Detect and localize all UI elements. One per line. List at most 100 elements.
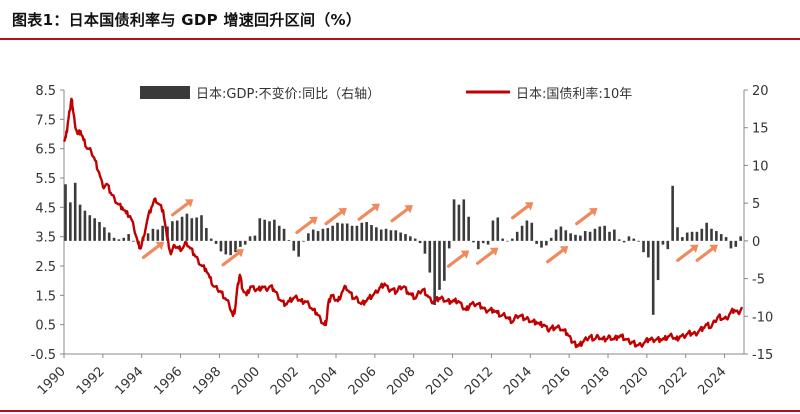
gdp-bar [122,237,126,241]
gdp-bar [729,240,733,249]
legend: 日本:GDP:不变价:同比（右轴） 日本:国债利率:10年 [140,86,632,102]
left-tick-label: 8.5 [35,84,56,99]
gdp-bar [103,227,106,241]
gdp-bar [389,230,393,241]
right-tick-label: -10 [752,310,773,325]
gdp-bar [676,227,679,241]
gdp-bar [248,236,252,241]
gdp-bar [146,233,150,241]
gdp-bar [132,240,135,242]
rising-arrow [141,241,165,260]
gdp-bar [200,215,203,241]
rising-arrow [676,244,699,262]
gdp-bar [511,238,514,241]
gdp-bar [734,240,738,247]
gdp-bar [447,240,451,249]
title-bar: 图表1：日本国债利率与 GDP 增速回升区间（%） [0,0,800,40]
gdp-bar [574,234,577,241]
gdp-bar [535,240,538,244]
gdp-bar [452,199,456,241]
left-tick-label: 0.5 [35,319,56,334]
x-tick-label: 2020 [618,364,652,398]
gdp-bar [515,231,519,241]
x-tick-label: 1990 [35,364,69,398]
gdp-bar [185,213,189,241]
gdp-bar [579,235,582,241]
x-tick-label: 2016 [540,364,574,398]
gdp-bar [404,234,407,241]
rising-arrow [390,205,413,223]
gdp-bar [496,217,500,241]
gdp-bar [554,229,558,241]
yield-line-series [62,97,744,349]
gdp-bar [384,228,388,241]
gdp-bar [239,240,242,247]
x-tick-label: 2002 [268,364,302,398]
gdp-bar [224,240,228,255]
gdp-bar [273,219,276,241]
rising-arrow [357,203,380,221]
left-tick-label: 6.5 [35,143,56,158]
gdp-bar [613,229,616,241]
gdp-bar [350,225,354,241]
gdp-bar [413,238,417,241]
gdp-bar [316,231,320,241]
chart-title: 图表1：日本国债利率与 GDP 增速回升区间（%） [12,11,362,29]
gdp-bar [661,240,665,245]
gdp-bar [282,228,286,241]
gdp-bar [229,240,232,256]
x-tick-label: 2024 [695,364,729,398]
gdp-bar [588,231,592,241]
rising-arrow [545,246,569,264]
gdp-bar [326,228,330,241]
gdp-bar [190,218,194,241]
gdp-bar [564,230,568,241]
gdp-bar [715,231,718,241]
gdp-bar [603,225,606,241]
gdp-bar [695,231,699,241]
gdp-bar [627,236,631,241]
gdp-bar [336,222,339,241]
gdp-bar [117,239,121,241]
gdp-bar [73,182,77,241]
gdp-bar [93,218,96,241]
gdp-bar [399,232,402,241]
gdp-bar [127,234,130,241]
gdp-bar [345,223,349,241]
gdp-bar [433,240,436,305]
gdp-bar [360,222,364,241]
gdp-bar [180,216,184,241]
rising-arrow [295,216,318,235]
right-tick-label: -5 [752,273,765,288]
gdp-bar [637,240,640,242]
gdp-bar [69,202,72,241]
x-tick-label: 2018 [579,364,613,398]
gdp-bar [622,240,626,243]
gdp-bar [209,238,213,241]
rising-arrow [510,202,534,220]
x-tick-label: 1992 [74,364,108,398]
gdp-bar [195,217,198,241]
gdp-bar [462,199,466,241]
left-tick-label: 4.5 [35,201,56,216]
gdp-bar [98,222,101,241]
title-rule [0,38,800,40]
right-tick-label: 0 [752,235,760,250]
x-tick-label: 1996 [151,364,185,398]
gdp-bar [292,240,296,251]
gdp-bar [617,239,621,241]
gdp-bar [457,204,461,241]
gdp-bar [443,240,446,281]
gdp-bar [287,240,291,241]
gdp-bar [418,240,422,244]
rising-arrow-annotations [141,199,718,268]
gdp-bar [642,240,645,253]
gdp-bar [666,240,670,250]
gdp-bar [559,226,563,241]
gdp-bar [530,222,534,241]
gdp-bar [234,240,237,253]
gdp-bar [263,219,266,241]
gdp-bar [506,240,509,242]
gdp-bar [107,232,111,241]
gdp-bar [151,228,155,241]
